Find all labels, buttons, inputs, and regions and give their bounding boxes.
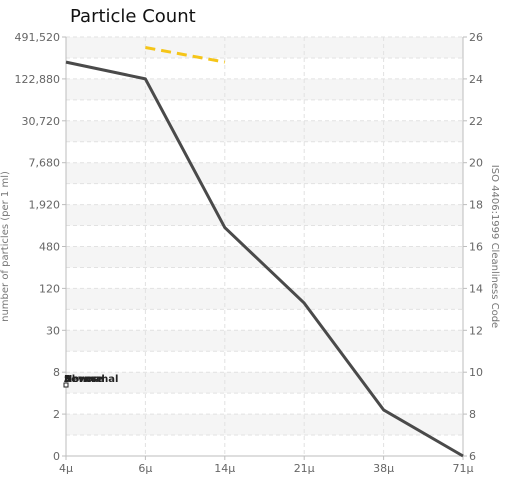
annotation-label: Normal [64,374,105,385]
background-band [66,246,463,268]
background-band [66,37,463,58]
right-tick-label: 14 [469,282,483,295]
right-tick-label: 6 [469,450,476,463]
data-series [65,46,464,458]
x-tick-label: 38μ [373,462,394,475]
background-band [66,288,463,310]
left-tick-label: 30,720 [22,115,61,128]
right-tick-label: 16 [469,241,483,254]
background-bands [66,37,463,436]
right-tick-label: 20 [469,157,483,170]
x-tick-label: 71μ [453,462,474,475]
background-band [66,414,463,436]
left-tick-label: 480 [39,241,60,254]
left-axis-ticks: 0 2 8 30 120 480 1,920 7,680 30,720 122,880 491,52… [15,31,66,463]
x-tick-label: 14μ [214,462,235,475]
right-tick-label: 24 [469,73,483,86]
right-tick-label: 12 [469,324,483,337]
left-tick-label: 8 [53,366,60,379]
right-tick-label: 22 [469,115,483,128]
gridlines [66,36,463,457]
right-axis-ticks: 6 8 10 12 14 16 18 20 22 24 26 [463,31,483,463]
annotation-marker [63,382,69,388]
x-tick-label: 4μ [59,462,73,475]
left-tick-label: 491,520 [15,31,61,44]
background-band [66,330,463,352]
x-tick-label: 21μ [294,462,315,475]
left-tick-label: 122,880 [15,73,61,86]
background-band [66,78,463,100]
annotation-label: Abnormal [64,374,118,385]
right-tick-label: 18 [469,199,483,212]
background-band [66,372,463,394]
background-band [66,204,463,226]
particle-count-line [65,60,464,458]
left-tick-label: 2 [53,408,60,421]
right-tick-label: 8 [469,408,476,421]
x-axis-ticks: 4μ 6μ 14μ 21μ 38μ 71μ [59,456,474,475]
right-tick-label: 10 [469,366,483,379]
left-tick-label: 7,680 [29,157,61,170]
dashed-reference-line [145,46,226,64]
y-axis-label-left: number of particles (per 1 ml) [0,171,11,322]
left-tick-label: 30 [46,324,60,337]
left-tick-label: 120 [39,282,60,295]
background-band [66,120,463,142]
x-tick-label: 6μ [138,462,152,475]
chart-title: Particle Count [70,6,196,27]
left-tick-label: 1,920 [29,199,61,212]
right-tick-label: 26 [469,31,483,44]
annotation-label: Severe [64,374,103,385]
left-tick-label: 0 [53,450,60,463]
background-band [66,162,463,184]
y-axis-label-right: ISO 4406:1999 Cleanliness Code [489,165,500,328]
